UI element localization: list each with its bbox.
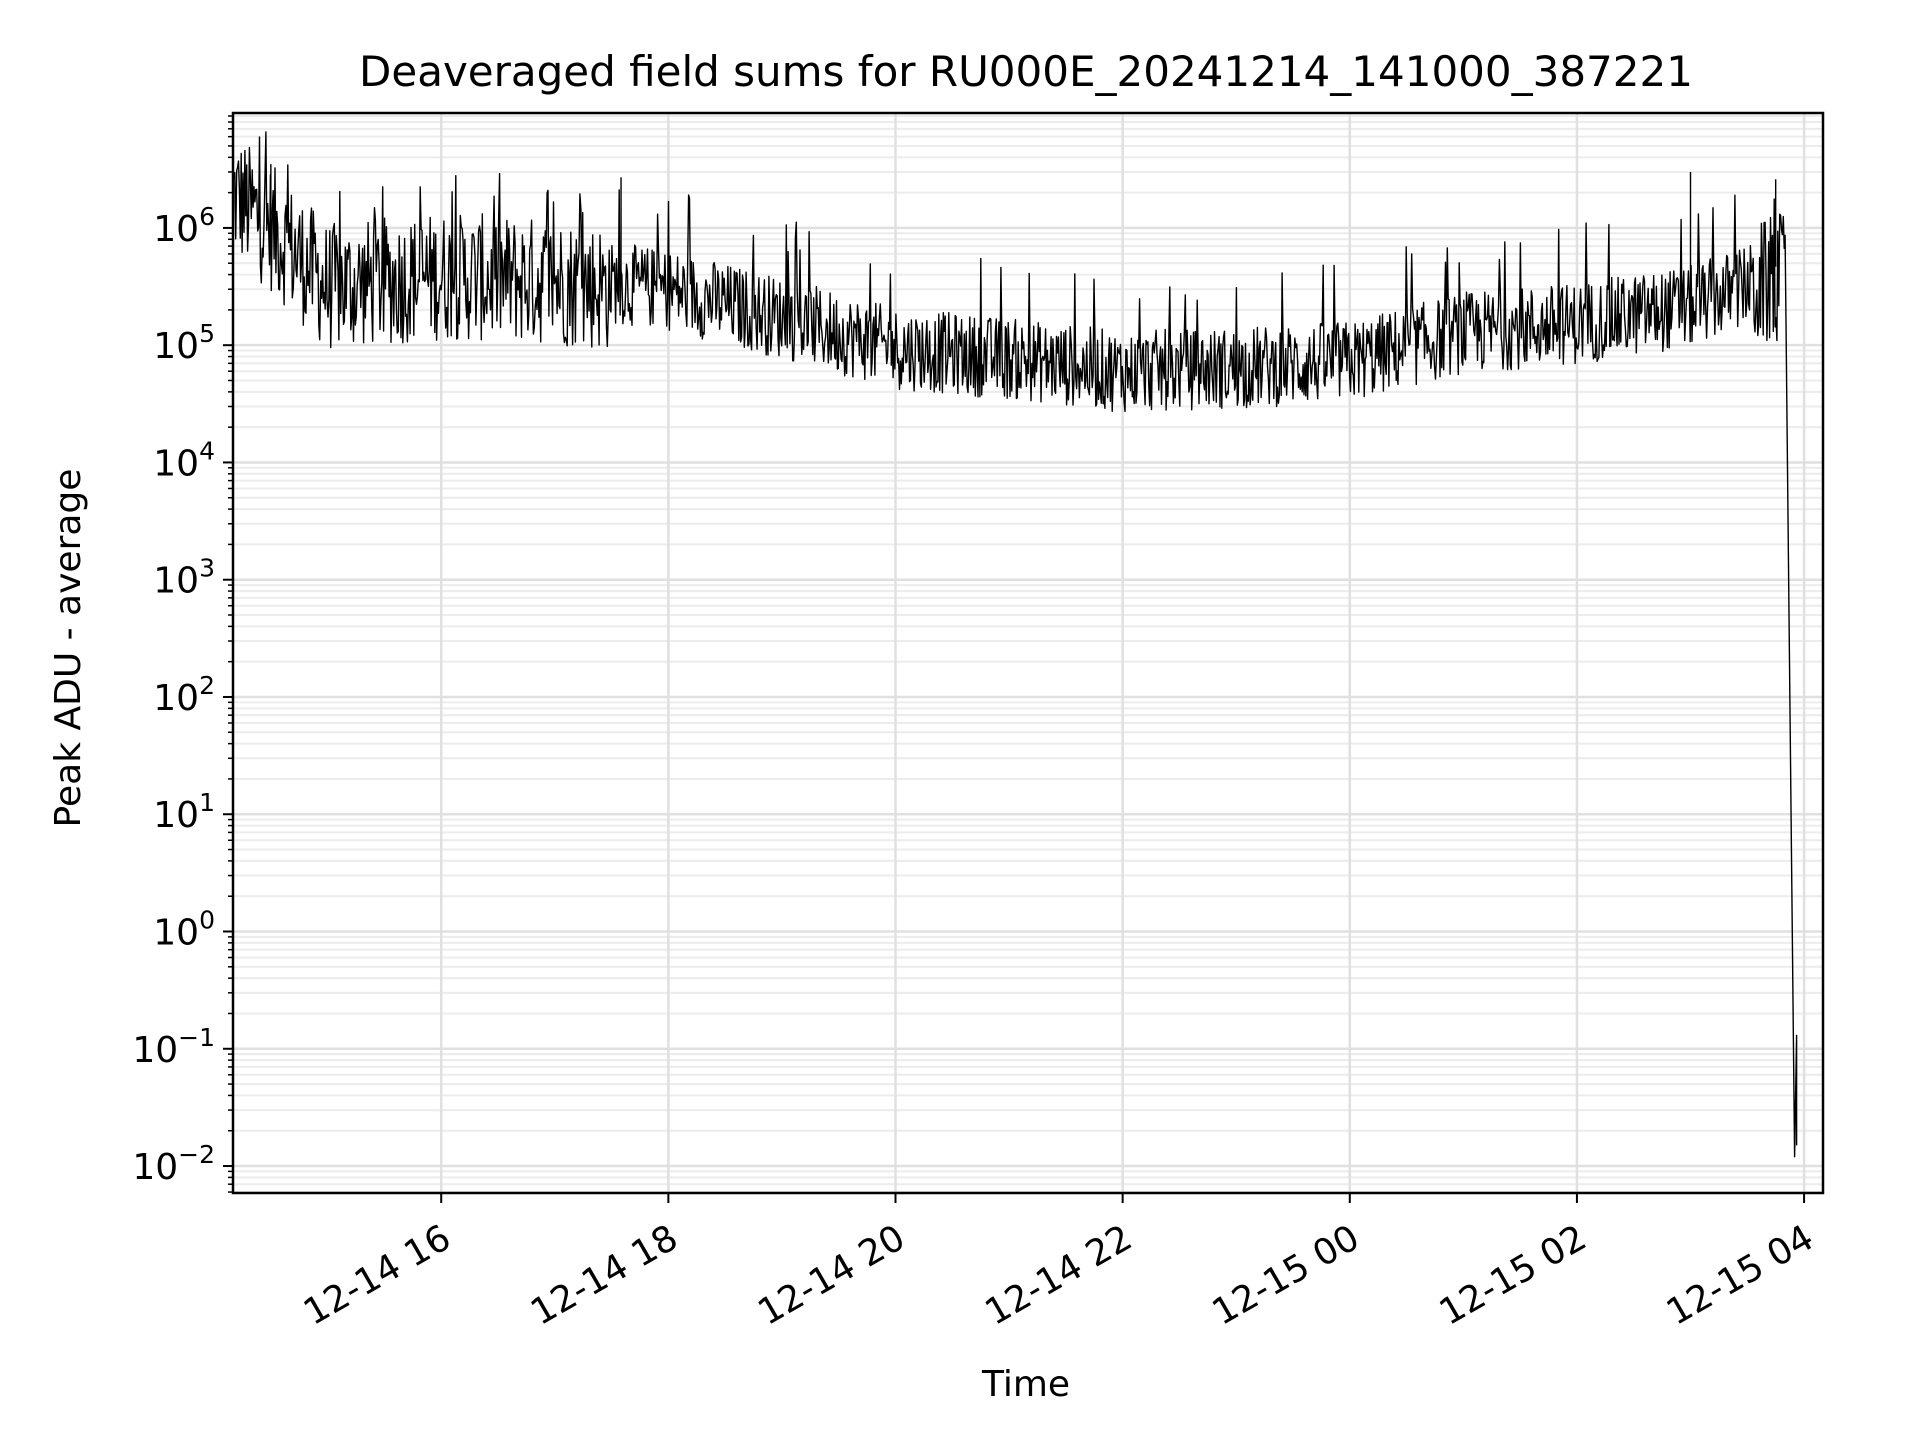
y-tick-label: 101 (153, 788, 215, 836)
chart-title: Deaveraged field sums for RU000E_2024121… (359, 47, 1693, 96)
y-tick-label: 102 (153, 671, 215, 719)
y-tick-label: 105 (153, 319, 215, 367)
y-axis-label: Peak ADU - average (48, 469, 89, 828)
plot-frame (231, 111, 1825, 1195)
y-tick-label: 104 (153, 436, 215, 484)
y-tick-label: 10−2 (132, 1140, 215, 1188)
y-tick-label: 10−1 (132, 1023, 215, 1071)
x-axis-label: Time (981, 1364, 1070, 1405)
y-tick-label: 106 (153, 202, 215, 250)
y-tick-label: 103 (153, 554, 215, 602)
y-tick-label: 100 (153, 906, 215, 954)
series-line (232, 131, 1798, 1158)
